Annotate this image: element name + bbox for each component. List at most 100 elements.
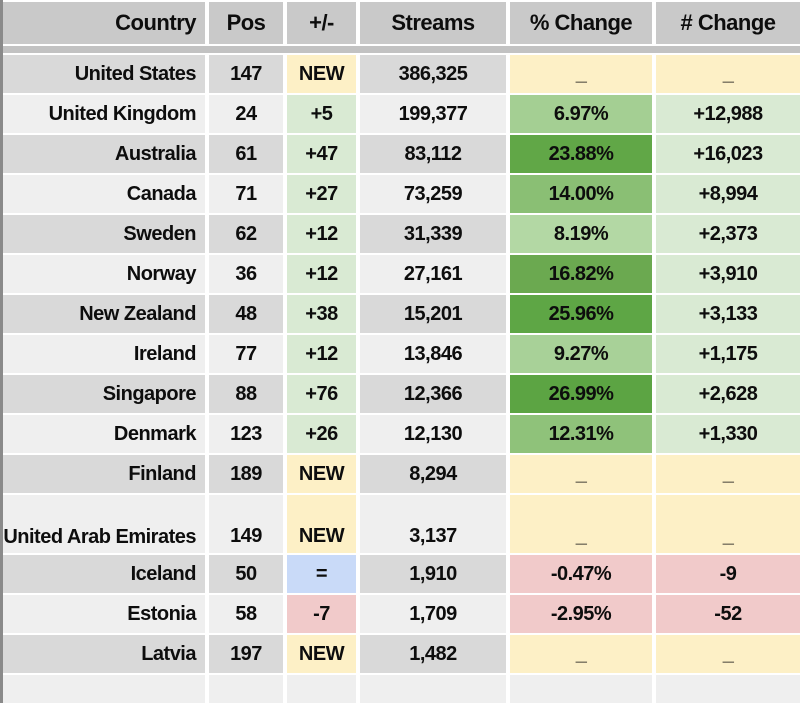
cell-country[interactable]: Norway — [3, 255, 205, 293]
cell-num-change[interactable]: _ — [656, 635, 800, 673]
cell-streams[interactable]: 73,259 — [360, 175, 506, 213]
cell-delta[interactable]: +12 — [287, 255, 356, 293]
cell-pos[interactable]: 48 — [209, 295, 283, 333]
cell-num-change[interactable]: -9 — [656, 555, 800, 593]
cell-pct-change[interactable]: _ — [510, 455, 652, 493]
cell-pct-change[interactable]: 23.88% — [510, 135, 652, 173]
header-num-change[interactable]: # Change — [656, 2, 800, 44]
cell-delta[interactable]: = — [287, 555, 356, 593]
cell-streams[interactable]: 8,294 — [360, 455, 506, 493]
cell-pct-change[interactable]: -0.47% — [510, 555, 652, 593]
cell-country[interactable]: Iceland — [3, 555, 205, 593]
cell-pct-change[interactable]: -2.95% — [510, 595, 652, 633]
cell-streams[interactable]: 3,137 — [360, 495, 506, 553]
cell-pos[interactable]: 24 — [209, 95, 283, 133]
cell-country[interactable]: Sweden — [3, 215, 205, 253]
cell-delta[interactable]: +12 — [287, 335, 356, 373]
cell-streams[interactable]: 15,201 — [360, 295, 506, 333]
cell-country[interactable]: United Arab Emirates — [3, 495, 205, 553]
cell-streams[interactable]: 13,846 — [360, 335, 506, 373]
cell-pct-change[interactable] — [510, 675, 652, 703]
cell-num-change[interactable] — [656, 675, 800, 703]
cell-delta[interactable]: NEW — [287, 55, 356, 93]
cell-delta[interactable]: NEW — [287, 455, 356, 493]
cell-streams[interactable]: 27,161 — [360, 255, 506, 293]
cell-num-change[interactable]: +1,330 — [656, 415, 800, 453]
cell-pct-change[interactable]: _ — [510, 495, 652, 553]
cell-delta[interactable] — [287, 675, 356, 703]
cell-delta[interactable]: NEW — [287, 495, 356, 553]
cell-country[interactable]: Singapore — [3, 375, 205, 413]
cell-num-change[interactable]: +2,373 — [656, 215, 800, 253]
cell-streams[interactable]: 12,366 — [360, 375, 506, 413]
cell-country[interactable]: Ireland — [3, 335, 205, 373]
cell-num-change[interactable]: _ — [656, 495, 800, 553]
cell-streams[interactable]: 386,325 — [360, 55, 506, 93]
cell-streams[interactable]: 1,482 — [360, 635, 506, 673]
cell-delta[interactable]: NEW — [287, 635, 356, 673]
cell-pos[interactable]: 61 — [209, 135, 283, 173]
cell-streams[interactable]: 199,377 — [360, 95, 506, 133]
cell-delta[interactable]: +27 — [287, 175, 356, 213]
cell-country[interactable] — [3, 675, 205, 703]
cell-num-change[interactable]: +3,133 — [656, 295, 800, 333]
cell-pct-change[interactable]: _ — [510, 635, 652, 673]
cell-num-change[interactable]: +2,628 — [656, 375, 800, 413]
cell-pct-change[interactable]: _ — [510, 55, 652, 93]
cell-country[interactable]: United States — [3, 55, 205, 93]
cell-streams[interactable]: 83,112 — [360, 135, 506, 173]
cell-pos[interactable]: 189 — [209, 455, 283, 493]
cell-country[interactable]: United Kingdom — [3, 95, 205, 133]
header-delta[interactable]: +/- — [287, 2, 356, 44]
cell-num-change[interactable]: _ — [656, 455, 800, 493]
cell-streams[interactable]: 12,130 — [360, 415, 506, 453]
cell-pos[interactable]: 58 — [209, 595, 283, 633]
cell-pct-change[interactable]: 26.99% — [510, 375, 652, 413]
cell-delta[interactable]: +47 — [287, 135, 356, 173]
cell-pct-change[interactable]: 6.97% — [510, 95, 652, 133]
cell-streams[interactable]: 31,339 — [360, 215, 506, 253]
cell-pos[interactable]: 71 — [209, 175, 283, 213]
cell-pos[interactable]: 197 — [209, 635, 283, 673]
cell-pos[interactable]: 50 — [209, 555, 283, 593]
cell-delta[interactable]: +76 — [287, 375, 356, 413]
cell-streams[interactable] — [360, 675, 506, 703]
cell-num-change[interactable]: +1,175 — [656, 335, 800, 373]
cell-delta[interactable]: +38 — [287, 295, 356, 333]
cell-pos[interactable] — [209, 675, 283, 703]
cell-pos[interactable]: 77 — [209, 335, 283, 373]
cell-pct-change[interactable]: 12.31% — [510, 415, 652, 453]
cell-pos[interactable]: 147 — [209, 55, 283, 93]
cell-pct-change[interactable]: 25.96% — [510, 295, 652, 333]
cell-pos[interactable]: 36 — [209, 255, 283, 293]
header-country[interactable]: Country — [3, 2, 205, 44]
cell-country[interactable]: Latvia — [3, 635, 205, 673]
header-streams[interactable]: Streams — [360, 2, 506, 44]
cell-country[interactable]: Australia — [3, 135, 205, 173]
cell-num-change[interactable]: +8,994 — [656, 175, 800, 213]
cell-delta[interactable]: +12 — [287, 215, 356, 253]
header-pos[interactable]: Pos — [209, 2, 283, 44]
cell-country[interactable]: Estonia — [3, 595, 205, 633]
cell-delta[interactable]: +26 — [287, 415, 356, 453]
cell-num-change[interactable]: +12,988 — [656, 95, 800, 133]
cell-num-change[interactable]: +16,023 — [656, 135, 800, 173]
cell-country[interactable]: Finland — [3, 455, 205, 493]
header-pct-change[interactable]: % Change — [510, 2, 652, 44]
cell-delta[interactable]: +5 — [287, 95, 356, 133]
cell-pos[interactable]: 123 — [209, 415, 283, 453]
cell-num-change[interactable]: _ — [656, 55, 800, 93]
cell-pct-change[interactable]: 16.82% — [510, 255, 652, 293]
cell-pos[interactable]: 88 — [209, 375, 283, 413]
cell-pct-change[interactable]: 14.00% — [510, 175, 652, 213]
cell-country[interactable]: Canada — [3, 175, 205, 213]
cell-pos[interactable]: 62 — [209, 215, 283, 253]
cell-country[interactable]: New Zealand — [3, 295, 205, 333]
cell-streams[interactable]: 1,709 — [360, 595, 506, 633]
cell-num-change[interactable]: +3,910 — [656, 255, 800, 293]
cell-num-change[interactable]: -52 — [656, 595, 800, 633]
cell-pos[interactable]: 149 — [209, 495, 283, 553]
cell-streams[interactable]: 1,910 — [360, 555, 506, 593]
cell-pct-change[interactable]: 9.27% — [510, 335, 652, 373]
cell-pct-change[interactable]: 8.19% — [510, 215, 652, 253]
